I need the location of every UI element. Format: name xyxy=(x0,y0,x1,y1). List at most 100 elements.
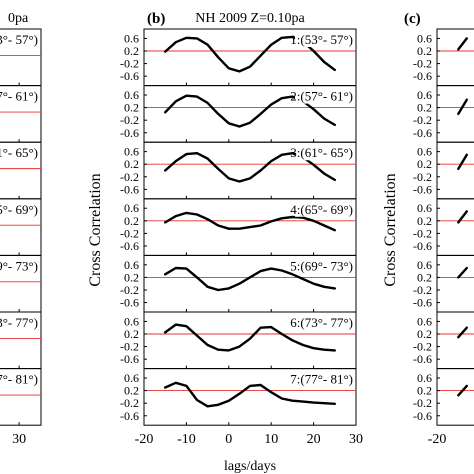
panel-label: (c) xyxy=(404,11,421,27)
subplot-frame xyxy=(143,368,357,426)
subplot-label: 7:(77°- 81°) xyxy=(0,372,38,387)
y-tick-label: -0.6 xyxy=(413,296,432,310)
subplot-frame xyxy=(436,28,474,87)
subplot-label: 4:(65°- 69°) xyxy=(290,202,353,217)
subplot-frame xyxy=(436,85,474,143)
y-tick-label: -0.2 xyxy=(413,396,432,410)
y-tick-label: 0.2 xyxy=(417,270,432,284)
panel-a: 0pa 1:(53°- 57°) 2:(57°- 61°) 3:(61°- 65°) 4… xyxy=(0,11,42,447)
subplot-label: 6:(73°- 77°) xyxy=(0,315,38,330)
subplot-frame xyxy=(436,311,474,370)
series-line xyxy=(457,153,468,171)
subplot-label: 2:(57°- 61°) xyxy=(290,89,353,104)
x-tick-label: -20 xyxy=(428,432,447,447)
y-tick-label: 0.2 xyxy=(417,157,432,171)
subplot-label-bg xyxy=(0,201,40,217)
subplot-frame xyxy=(436,254,474,313)
y-tick-label: -0.2 xyxy=(120,113,139,127)
panel-b: (b) NH 2009 Z=0.10pa0.60.2-0.2-0.61:(53°-… xyxy=(87,11,363,474)
y-tick-label: -0.2 xyxy=(413,113,432,127)
series-line xyxy=(163,323,336,352)
series-line xyxy=(163,381,336,408)
y-tick-label: -0.6 xyxy=(413,239,432,253)
y-tick-label: 0.2 xyxy=(124,101,139,115)
y-tick-label: -0.6 xyxy=(413,409,432,423)
subplot-label: 6:(73°- 77°) xyxy=(290,315,353,330)
series-line xyxy=(457,37,468,51)
y-tick-label: 0.2 xyxy=(417,214,432,228)
subplot-label: 3:(61°- 65°) xyxy=(0,145,38,160)
y-tick-label: 0.6 xyxy=(417,258,432,272)
x-tick-label: 20 xyxy=(307,432,321,447)
y-tick-label: 0.2 xyxy=(124,270,139,284)
subplot-label: 5:(69°- 73°) xyxy=(290,258,353,273)
y-tick-label: 0.6 xyxy=(417,314,432,328)
series-line xyxy=(457,98,468,116)
y-tick-label: -0.2 xyxy=(413,283,432,297)
subplot-label-bg xyxy=(295,315,355,330)
subplot-frame xyxy=(436,141,474,200)
y-tick-label: 0.6 xyxy=(417,31,432,45)
y-tick-label: -0.6 xyxy=(120,182,139,196)
subplot-frame xyxy=(436,198,474,256)
y-tick-label: 0.2 xyxy=(417,101,432,115)
subplot-label: 4:(65°- 69°) xyxy=(0,202,38,217)
y-tick-label: 0.2 xyxy=(124,214,139,228)
x-tick-label: -20 xyxy=(135,432,154,447)
subplot-frame xyxy=(0,28,42,87)
series-line xyxy=(163,211,336,232)
y-tick-label: 0.6 xyxy=(417,88,432,102)
subplot-label-bg xyxy=(0,32,40,47)
y-tick-label: -0.6 xyxy=(413,182,432,196)
subplot-frame xyxy=(436,368,474,426)
y-tick-label: -0.2 xyxy=(120,226,139,240)
y-tick-label: -0.6 xyxy=(413,126,432,140)
subplot-label-bg xyxy=(295,88,355,104)
y-tick-label: -0.6 xyxy=(120,352,139,366)
y-tick-label: -0.6 xyxy=(120,239,139,253)
y-tick-label: -0.2 xyxy=(413,340,432,354)
y-tick-label: -0.6 xyxy=(120,296,139,310)
y-tick-label: 0.6 xyxy=(417,201,432,215)
y-tick-label: -0.2 xyxy=(120,396,139,410)
y-tick-label: -0.6 xyxy=(120,409,139,423)
y-tick-label: 0.6 xyxy=(417,371,432,385)
y-tick-label: 0.6 xyxy=(124,88,139,102)
x-tick-label: 30 xyxy=(12,432,26,447)
subplot-label: 1:(53°- 57°) xyxy=(0,32,38,47)
series-line xyxy=(163,266,336,292)
y-tick-label: 0.2 xyxy=(417,44,432,58)
x-tick-label: 0 xyxy=(225,432,232,447)
y-tick-label: 0.2 xyxy=(417,327,432,341)
y-tick-label: -0.2 xyxy=(120,57,139,71)
series-line xyxy=(457,326,468,339)
subplot-label-bg xyxy=(295,145,355,161)
subplot-frame xyxy=(0,198,42,256)
subplot-frame xyxy=(0,368,42,426)
y-tick-label: 0.2 xyxy=(124,157,139,171)
subplot-label: 3:(61°- 65°) xyxy=(290,145,353,160)
y-tick-label: -0.6 xyxy=(413,352,432,366)
subplot-label-bg xyxy=(295,201,355,217)
subplot-label: 2:(57°- 61°) xyxy=(0,89,38,104)
series-line xyxy=(457,266,468,279)
y-tick-label: -0.2 xyxy=(120,283,139,297)
subplot-label: 7:(77°- 81°) xyxy=(290,372,353,387)
y-tick-label: 0.6 xyxy=(124,145,139,159)
subplot-label-bg xyxy=(0,88,40,104)
x-axis-label: lags/days xyxy=(224,459,276,474)
y-tick-label: -0.6 xyxy=(413,69,432,83)
y-tick-label: 0.6 xyxy=(124,314,139,328)
y-tick-label: -0.2 xyxy=(413,170,432,184)
subplot-label-bg xyxy=(0,145,40,161)
panel-c: (c)0.60.2-0.2-0.60.60.2-0.2-0.60.60.2-0.… xyxy=(382,11,474,447)
subplot-label: 5:(69°- 73°) xyxy=(0,258,38,273)
y-tick-label: 0.2 xyxy=(124,384,139,398)
y-tick-label: 0.6 xyxy=(124,371,139,385)
series-line xyxy=(457,210,468,224)
x-tick-label: -10 xyxy=(177,432,196,447)
y-tick-label: -0.6 xyxy=(120,69,139,83)
x-tick-label: 10 xyxy=(264,432,278,447)
y-axis-label: Cross Correlation xyxy=(382,173,399,286)
panel-label: (b) xyxy=(147,11,165,27)
